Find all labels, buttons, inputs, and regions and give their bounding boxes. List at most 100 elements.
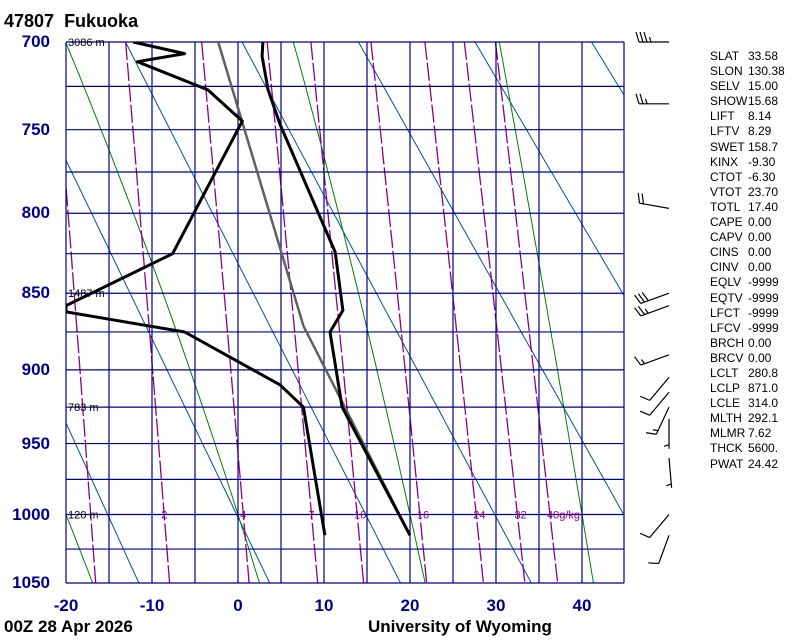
index-row: VTOT 23.70 [710,185,785,200]
index-value: 158.7 [748,139,779,154]
index-row: EQTV -9999 [710,291,785,306]
mixing-ratio-label: 32 [514,510,526,522]
index-name: BRCV [710,350,744,365]
index-row: BRCV 0.00 [710,351,785,366]
wind-barb [645,406,670,435]
temperature-tick-label: 30 [486,596,506,615]
temperature-tick-label: -10 [139,596,165,615]
dry-adiabat-line [0,42,8,583]
wind-barb-half [644,308,649,314]
dry-adiabat-line [358,42,624,517]
index-name: MLTH [710,411,742,426]
index-row: LCLP 871.0 [710,381,785,396]
dry-adiabat-line [474,42,624,297]
pressure-tick-label: 700 [21,32,50,51]
height-label: 783 m [68,402,99,414]
wind-barb [637,192,670,209]
mixing-ratio-line [124,42,171,583]
wind-barb [634,354,670,366]
index-row: PWAT 24.42 [710,457,785,472]
wind-barb-full [637,192,641,204]
index-name: LFCT [710,305,740,320]
station-name: Fukuoka [64,11,139,31]
index-name: TOTL [710,199,741,214]
wind-barb-full [641,292,649,302]
index-row: MLMR 7.62 [710,426,785,441]
index-value: 23.70 [748,184,779,199]
mixing-ratio-line [310,42,365,583]
index-value: -9999 [748,320,779,335]
wind-barb [639,377,670,401]
moist-adiabat-line [66,513,94,583]
index-value: 280.8 [748,365,779,380]
temperature-line [260,42,412,537]
dry-adiabat-line [66,159,271,583]
wind-barb-staff [668,457,673,488]
index-name: EQLV [710,275,742,290]
source-credit: University of Wyoming [368,617,552,636]
mixing-ratio-line [494,42,559,583]
mixing-ratio-line [463,42,526,583]
parcel-line [217,42,412,536]
index-row: LFCV -9999 [710,321,785,336]
index-name: SHOW [710,94,748,109]
wind-barb-full [641,193,644,204]
wind-barb [663,418,670,449]
index-name: LCLP [710,381,741,396]
wind-barb-full [639,410,650,416]
wind-barb-staff [639,202,670,209]
index-name: SWET [710,139,745,154]
wind-barb [639,391,670,416]
index-value: 0.00 [748,335,772,350]
index-value: 0.00 [748,215,772,230]
wind-barb-half [663,444,670,447]
wind-barb-staff [649,391,670,416]
wind-barb-staff [640,292,670,305]
height-label: 3086 m [68,37,105,49]
wind-barb-half [666,483,672,487]
wind-barb-full [634,356,642,366]
wind-barb-full [637,305,646,315]
index-value: 0.00 [748,260,772,275]
pressure-tick-label: 850 [21,283,50,303]
index-row: SELV 15.00 [710,79,785,94]
wind-barb-staff [649,514,670,538]
wind-barb-staff [640,305,670,317]
index-row: SHOW15.68 [710,94,785,109]
wind-barb-full [648,562,659,565]
index-name: SLON [710,64,743,79]
index-value: -9999 [748,290,779,305]
temperature-tick-label: -20 [53,596,79,615]
mixing-ratio-line [370,42,428,583]
index-row: LCLE 314.0 [710,396,785,411]
mixing-ratio-label: 4 [240,510,246,522]
index-name: SLAT [710,49,740,63]
dry-adiabat-line [66,421,140,583]
temperature-tick-label: 10 [314,596,334,615]
pressure-tick-label: 900 [21,359,50,379]
observation-time: 00Z 28 Apr 2026 [4,617,133,636]
wind-barb-full [639,395,650,401]
index-name: EQTV [710,290,743,305]
pressure-tick-label: 1000 [12,504,50,524]
index-name: CTOT [710,169,743,184]
index-name: CAPE [710,215,743,230]
index-value: 8.14 [748,109,772,124]
index-value: 292.1 [748,411,779,426]
wind-barb-staff [658,535,670,564]
background-lines [0,42,624,583]
index-row: CINS 0.00 [710,245,785,260]
index-name: LFTV [710,124,740,139]
wind-barb-full [635,31,640,43]
index-name: CINS [710,245,739,260]
wind-barb-staff [655,406,670,435]
index-value: 24.42 [748,456,779,471]
index-value: 871.0 [748,381,779,396]
index-name: THCK [710,441,743,456]
wind-barb [639,514,670,539]
dry-adiabat-line [241,42,532,583]
index-row: LFCT -9999 [710,306,785,321]
index-name: LCLE [710,396,741,411]
index-row: CAPV 0.00 [710,230,785,245]
